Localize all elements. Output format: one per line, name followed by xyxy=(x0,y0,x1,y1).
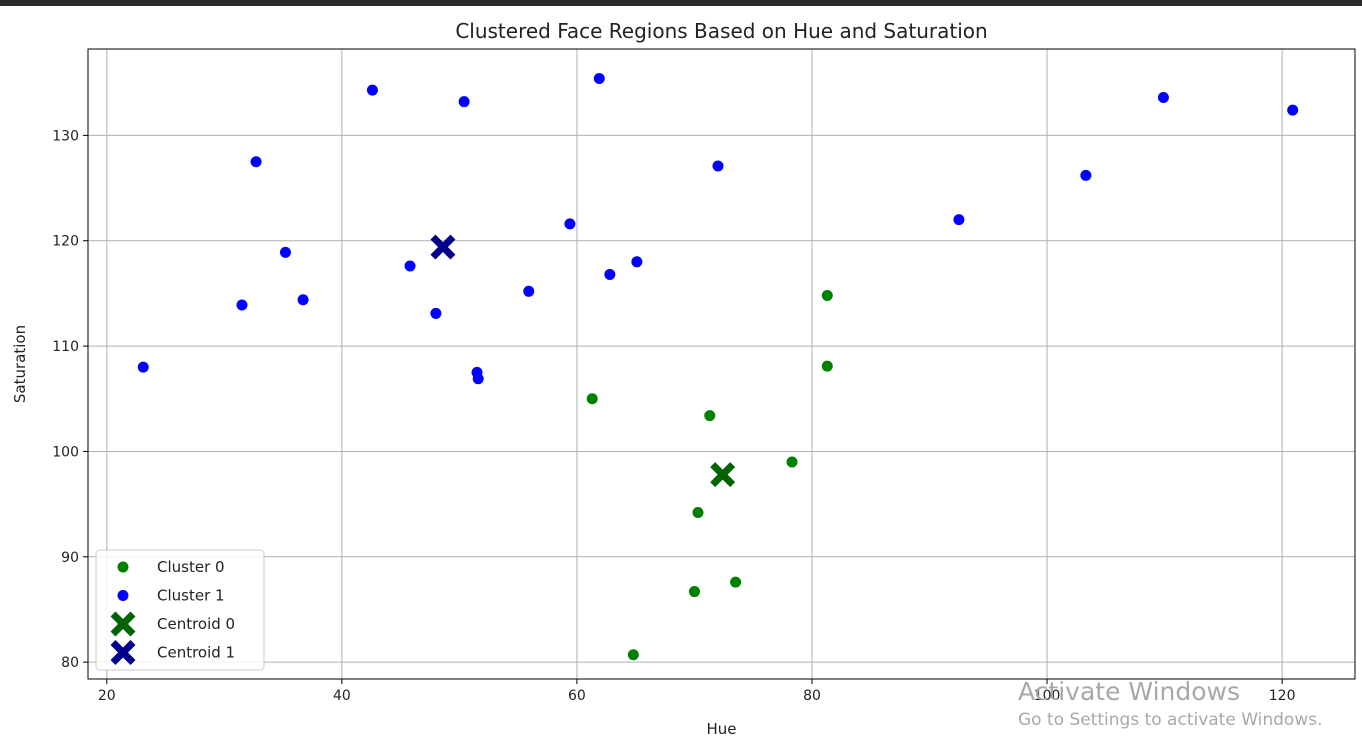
legend: Cluster 0 Cluster 1 Centroid 0 Centroid 1 xyxy=(95,549,265,671)
data-points xyxy=(137,72,1299,661)
plot-frame xyxy=(87,48,1356,680)
data-point xyxy=(458,96,470,108)
data-point xyxy=(366,84,378,96)
legend-label: Centroid 0 xyxy=(157,615,235,633)
data-point xyxy=(692,507,704,519)
y-tick-label: 80 xyxy=(61,655,79,671)
legend-marker xyxy=(117,590,129,601)
y-tick-label: 110 xyxy=(52,339,79,355)
x-axis-label: Hue xyxy=(706,720,736,738)
axis-ticks: 20 40 60 80 100 120 80 90 100 110 120 130 xyxy=(52,128,1295,704)
data-point xyxy=(821,360,833,372)
data-point xyxy=(821,290,833,302)
y-tick-label: 90 xyxy=(61,550,79,566)
data-point xyxy=(712,160,724,172)
legend-label: Cluster 1 xyxy=(157,587,225,605)
data-point xyxy=(297,294,309,306)
data-point xyxy=(1287,104,1299,116)
data-point xyxy=(604,268,616,280)
data-point xyxy=(593,72,605,84)
legend-box xyxy=(95,549,265,671)
centroid-marker xyxy=(430,234,456,260)
x-tick-label: 40 xyxy=(333,688,351,704)
watermark-title: Activate Windows xyxy=(1018,677,1240,706)
legend-label: Centroid 1 xyxy=(157,644,235,662)
data-point xyxy=(523,285,535,297)
x-tick-label: 20 xyxy=(98,688,116,704)
watermark-subtitle: Go to Settings to activate Windows. xyxy=(1018,710,1323,730)
data-point xyxy=(404,260,416,272)
legend-marker xyxy=(110,611,136,637)
chart-title: Clustered Face Regions Based on Hue and … xyxy=(455,19,987,43)
grid-lines xyxy=(88,49,1355,679)
y-tick-label: 130 xyxy=(52,128,79,144)
data-point xyxy=(1080,169,1092,181)
x-tick-label: 60 xyxy=(568,688,586,704)
data-point xyxy=(786,456,798,468)
data-point xyxy=(137,361,149,373)
data-point xyxy=(250,156,262,168)
data-point xyxy=(704,410,716,422)
data-point xyxy=(564,218,576,230)
activate-windows-watermark: Activate Windows Go to Settings to activ… xyxy=(1018,676,1323,732)
data-point xyxy=(236,299,248,311)
centroid-marker xyxy=(710,462,736,488)
x-tick-label: 120 xyxy=(1269,688,1296,704)
data-point xyxy=(688,586,700,598)
data-point xyxy=(472,373,484,385)
legend-marker xyxy=(117,561,129,573)
y-tick-label: 120 xyxy=(52,234,79,250)
y-axis-label: Saturation xyxy=(11,325,29,403)
data-point xyxy=(627,649,639,661)
data-point xyxy=(430,307,442,319)
data-point xyxy=(279,246,291,258)
data-point xyxy=(730,576,742,588)
data-point xyxy=(953,214,965,226)
x-tick-label: 100 xyxy=(1034,688,1061,704)
legend-marker xyxy=(110,640,136,665)
data-point xyxy=(586,393,598,405)
y-tick-label: 100 xyxy=(52,444,79,460)
x-tick-label: 80 xyxy=(803,688,821,704)
window-top-bar xyxy=(0,0,1362,6)
data-point xyxy=(631,256,643,268)
data-point xyxy=(1157,91,1169,103)
legend-label: Cluster 0 xyxy=(157,558,225,576)
